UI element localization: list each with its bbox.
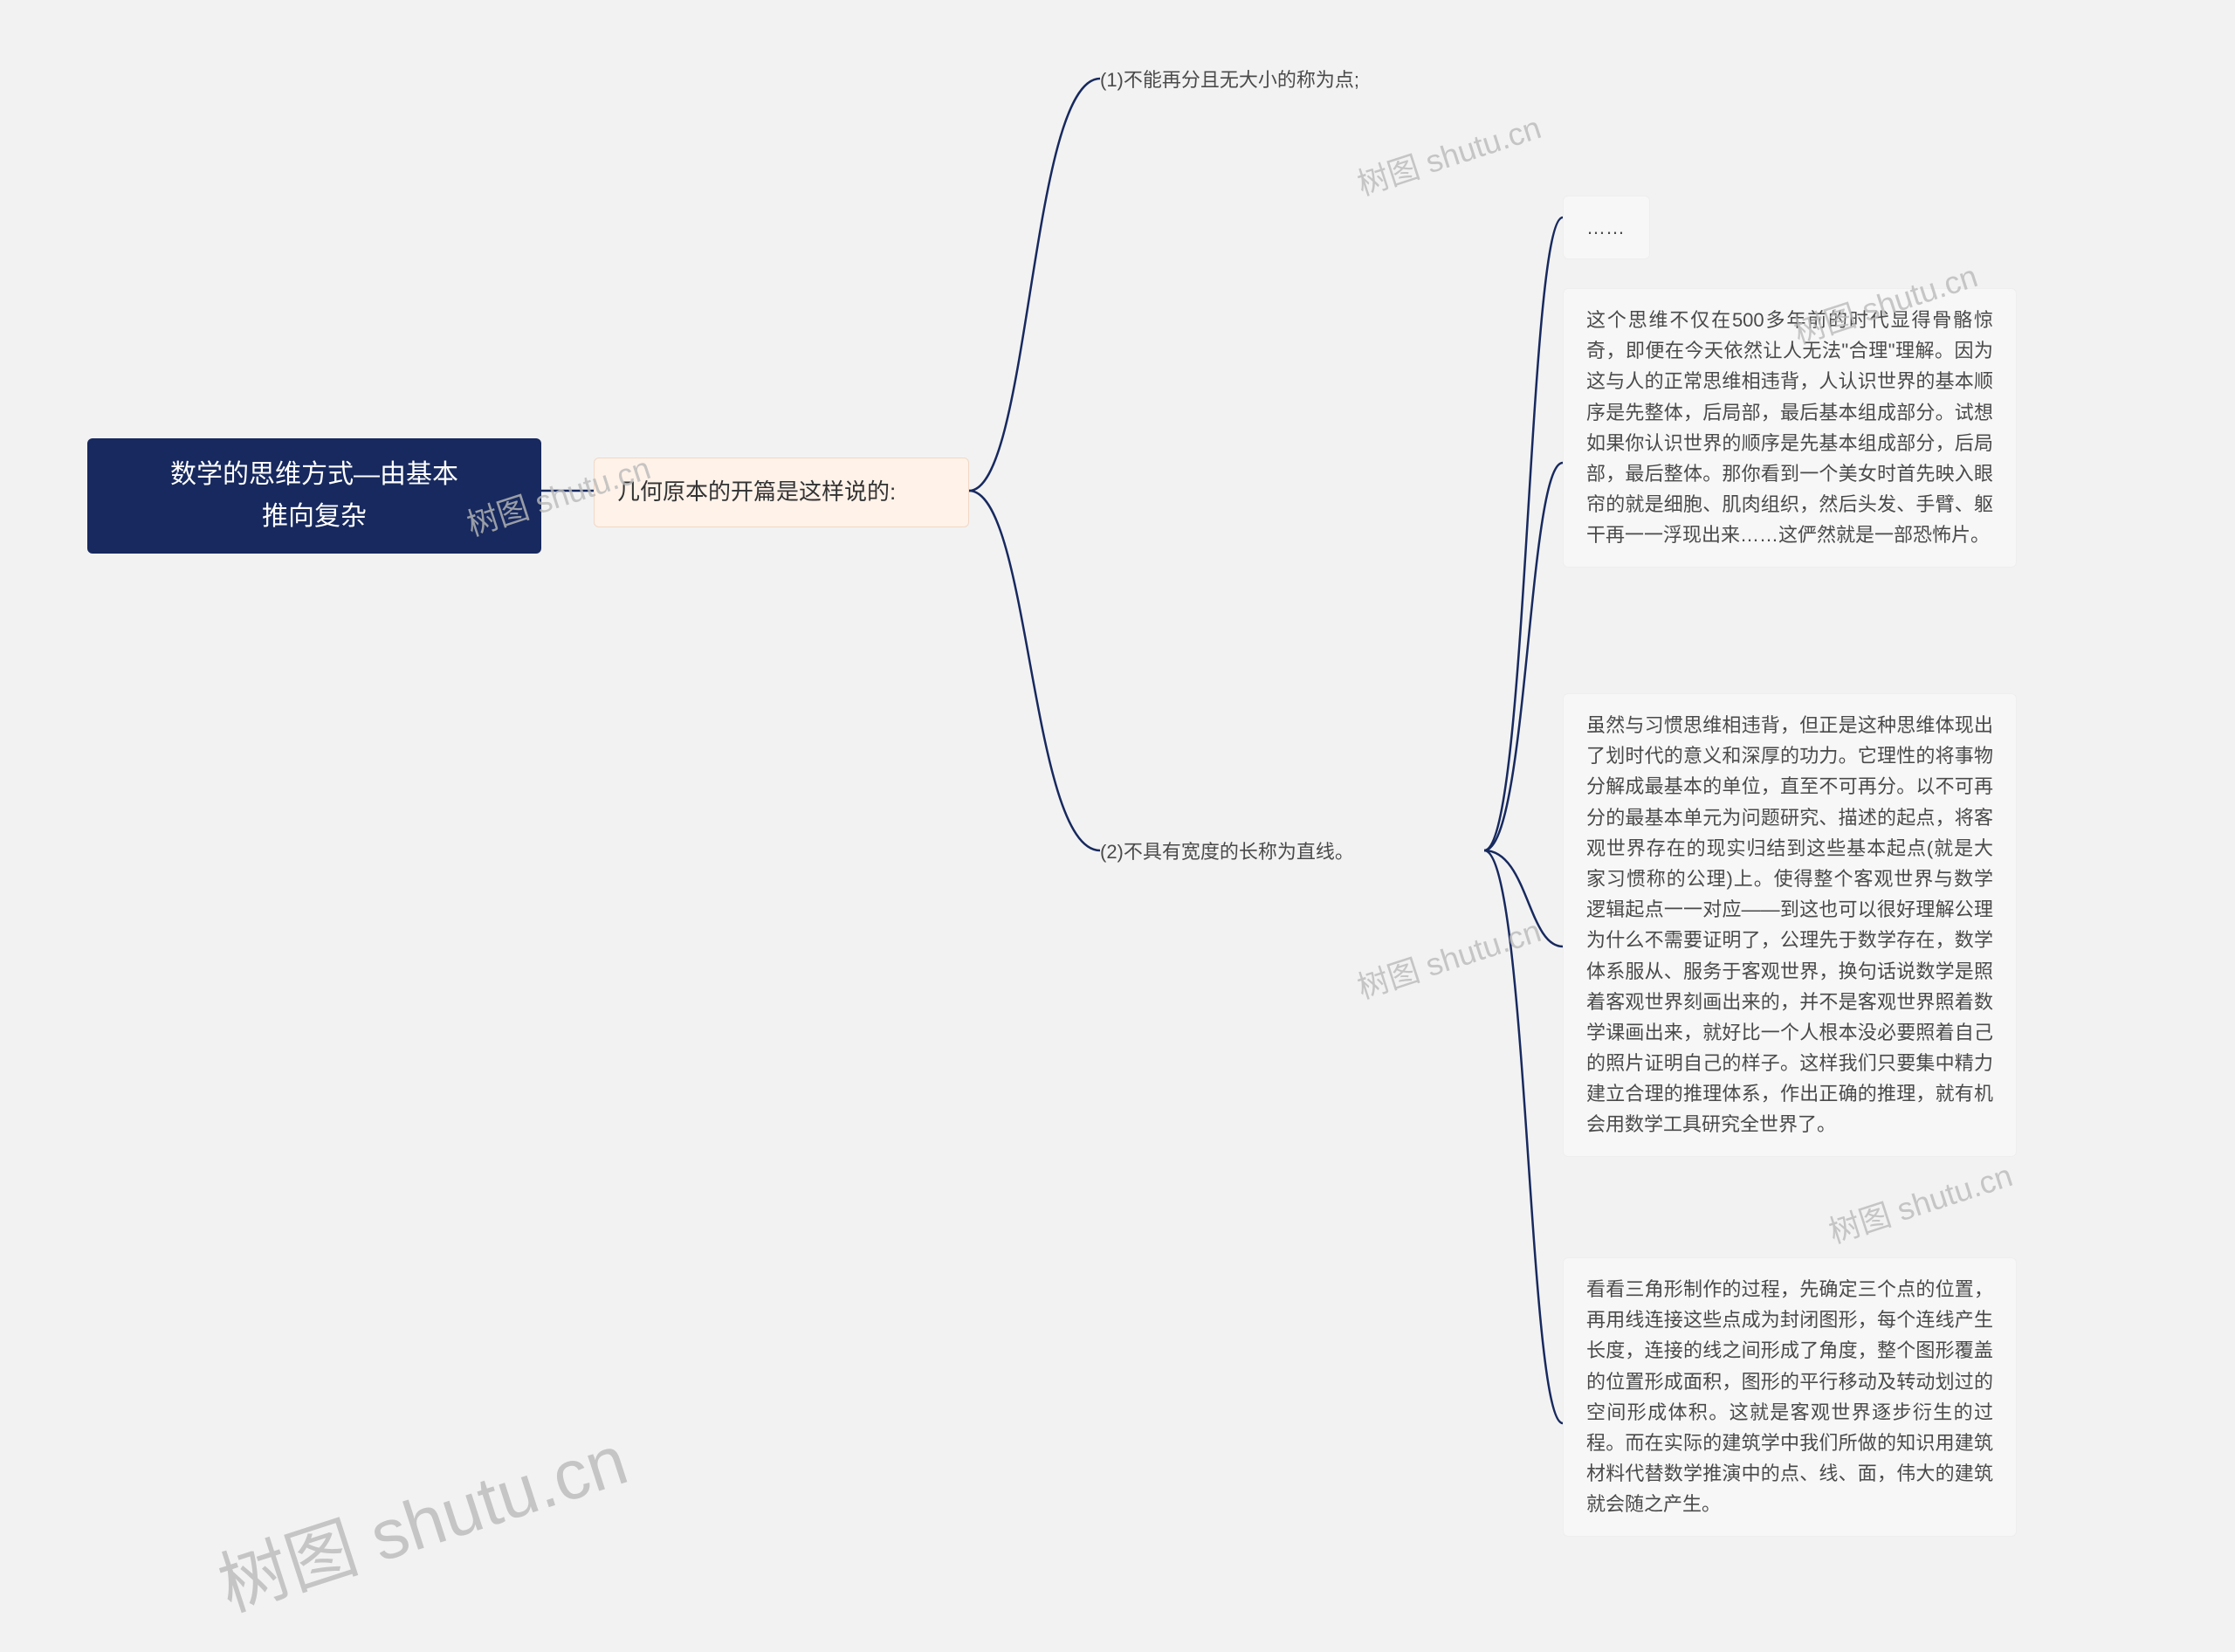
leaf2-node[interactable]: 这个思维不仅在500多年前的时代显得骨骼惊奇，即便在今天依然让人无法"合理"理解… (1563, 288, 2017, 568)
child1-node[interactable]: (1)不能再分且无大小的称为点; (1100, 58, 1502, 102)
leaf2-text: 这个思维不仅在500多年前的时代显得骨骼惊奇，即便在今天依然让人无法"合理"理解… (1586, 309, 1993, 546)
leaf1-text: …… (1586, 217, 1625, 238)
child2-node[interactable]: (2)不具有宽度的长称为直线。 (1100, 829, 1484, 874)
leaf1-node[interactable]: …… (1563, 196, 1650, 259)
child2-text: (2)不具有宽度的长称为直线。 (1100, 841, 1354, 863)
level1-text: 几何原本的开篇是这样说的: (617, 478, 896, 505)
root-text-line2: 推向复杂 (110, 496, 519, 538)
watermark-text: 树图 shutu.cn (1351, 103, 1545, 205)
leaf3-node[interactable]: 虽然与习惯思维相违背，但正是这种思维体现出了划时代的意义和深厚的功力。它理性的将… (1563, 693, 2017, 1157)
watermark-text: 树图 shutu.cn (204, 1404, 638, 1631)
watermark-text: 树图 shutu.cn (1822, 1151, 2017, 1253)
leaf4-node[interactable]: 看看三角形制作的过程，先确定三个点的位置，再用线连接这些点成为封闭图形，每个连线… (1563, 1257, 2017, 1537)
root-node[interactable]: 数学的思维方式—由基本 推向复杂 (87, 438, 541, 554)
watermark-text: 树图 shutu.cn (1351, 906, 1545, 1008)
leaf3-text: 虽然与习惯思维相违背，但正是这种思维体现出了划时代的意义和深厚的功力。它理性的将… (1586, 714, 1993, 1135)
child1-text: (1)不能再分且无大小的称为点; (1100, 69, 1359, 91)
level1-node[interactable]: 几何原本的开篇是这样说的: (594, 458, 969, 527)
leaf4-text: 看看三角形制作的过程，先确定三个点的位置，再用线连接这些点成为封闭图形，每个连线… (1586, 1278, 1993, 1515)
root-text-line1: 数学的思维方式—由基本 (110, 454, 519, 496)
